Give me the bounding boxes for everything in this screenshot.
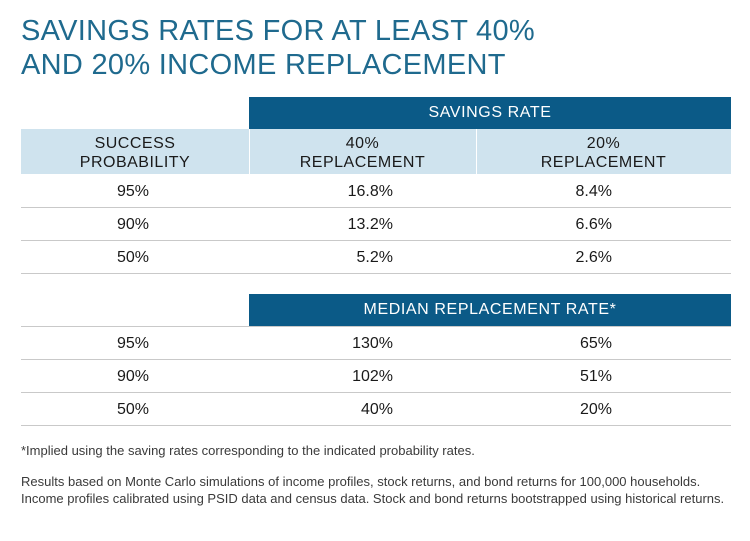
replacement-20-cell: 51% [579,368,612,385]
table-row: 95% 16.8% 8.4% [21,175,731,208]
savings-40-cell: 16.8% [347,183,393,200]
footnote-implied: *Implied using the saving rates correspo… [21,443,475,458]
column-divider [249,129,250,174]
table-row: 90% 13.2% 6.6% [21,208,731,241]
savings-40-cell: 13.2% [347,216,393,233]
replacement-20-cell: 65% [579,335,612,352]
replacement-40-cell: 40% [360,401,393,418]
probability-cell: 95% [117,183,150,200]
savings-40-cell: 5.2% [356,249,393,266]
header-20-replacement: 20% REPLACEMENT [540,135,667,171]
divider [21,326,731,327]
table-row: 95% 130% 65% [21,327,731,360]
savings-rate-header: SAVINGS RATE [249,97,731,129]
column-header-row [21,129,731,174]
footnote-methodology: Results based on Monte Carlo simulations… [21,474,725,506]
table-row: 50% 5.2% 2.6% [21,241,731,274]
replacement-40-cell: 130% [352,335,393,352]
title-line-1: SAVINGS RATES FOR AT LEAST 40% [21,15,535,47]
replacement-20-cell: 20% [579,401,612,418]
table-row: 90% 102% 51% [21,360,731,393]
median-replacement-header: MEDIAN REPLACEMENT RATE* [249,294,731,326]
page-title: SAVINGS RATES FOR AT LEAST 40% AND 20% I… [21,14,731,82]
header-40-replacement: 40% REPLACEMENT [299,135,426,171]
savings-20-cell: 6.6% [575,216,612,233]
table-row: 50% 40% 20% [21,393,731,426]
header-success-probability: SUCCESS PROBABILITY [79,135,191,171]
probability-cell: 90% [117,368,150,385]
title-line-2: AND 20% INCOME REPLACEMENT [21,49,506,81]
savings-20-cell: 2.6% [575,249,612,266]
column-divider [476,129,477,174]
probability-cell: 90% [117,216,150,233]
savings-20-cell: 8.4% [575,183,612,200]
probability-cell: 50% [117,401,150,418]
probability-cell: 50% [117,249,150,266]
probability-cell: 95% [117,335,150,352]
replacement-40-cell: 102% [352,368,393,385]
